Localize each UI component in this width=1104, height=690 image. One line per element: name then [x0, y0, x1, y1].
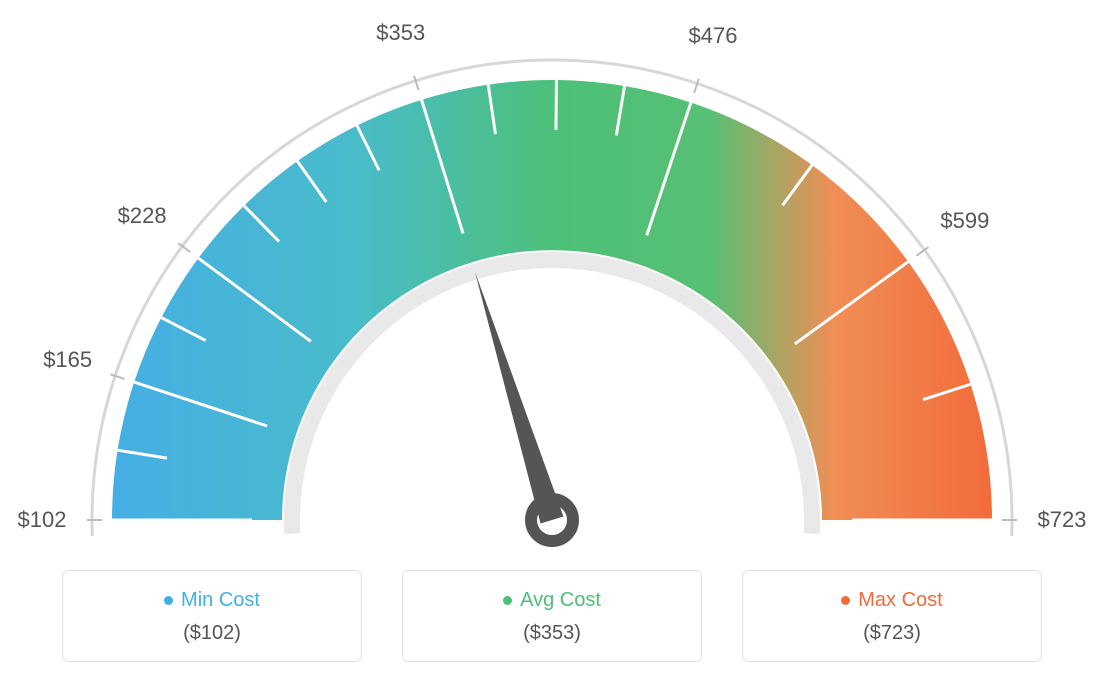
gauge-container: $102 $165 $228 $353 $476 $599 $723 — [0, 0, 1104, 560]
gauge-tick-label: $476 — [689, 23, 738, 49]
gauge-tick-label: $353 — [376, 20, 425, 46]
gauge-svg — [0, 0, 1104, 560]
legend-value: ($723) — [753, 622, 1031, 645]
legend-title-avg: Avg Cost — [503, 589, 601, 612]
legend-card-avg: Avg Cost ($353) — [402, 570, 702, 662]
legend-label: Avg Cost — [520, 589, 601, 612]
legend-value: ($102) — [73, 622, 351, 645]
dot-icon — [841, 596, 850, 605]
gauge-tick-label: $723 — [1038, 507, 1087, 533]
legend-title-max: Max Cost — [841, 589, 942, 612]
gauge-tick-label: $102 — [18, 507, 67, 533]
legend-title-min: Min Cost — [164, 589, 260, 612]
legend-row: Min Cost ($102) Avg Cost ($353) Max Cost… — [0, 560, 1104, 662]
legend-label: Min Cost — [181, 589, 260, 612]
gauge-tick-label: $228 — [118, 203, 167, 229]
legend-label: Max Cost — [858, 589, 942, 612]
dot-icon — [503, 596, 512, 605]
legend-card-max: Max Cost ($723) — [742, 570, 1042, 662]
gauge-tick-label: $165 — [43, 347, 92, 373]
legend-value: ($353) — [413, 622, 691, 645]
dot-icon — [164, 596, 173, 605]
gauge-tick-label: $599 — [940, 208, 989, 234]
legend-card-min: Min Cost ($102) — [62, 570, 362, 662]
